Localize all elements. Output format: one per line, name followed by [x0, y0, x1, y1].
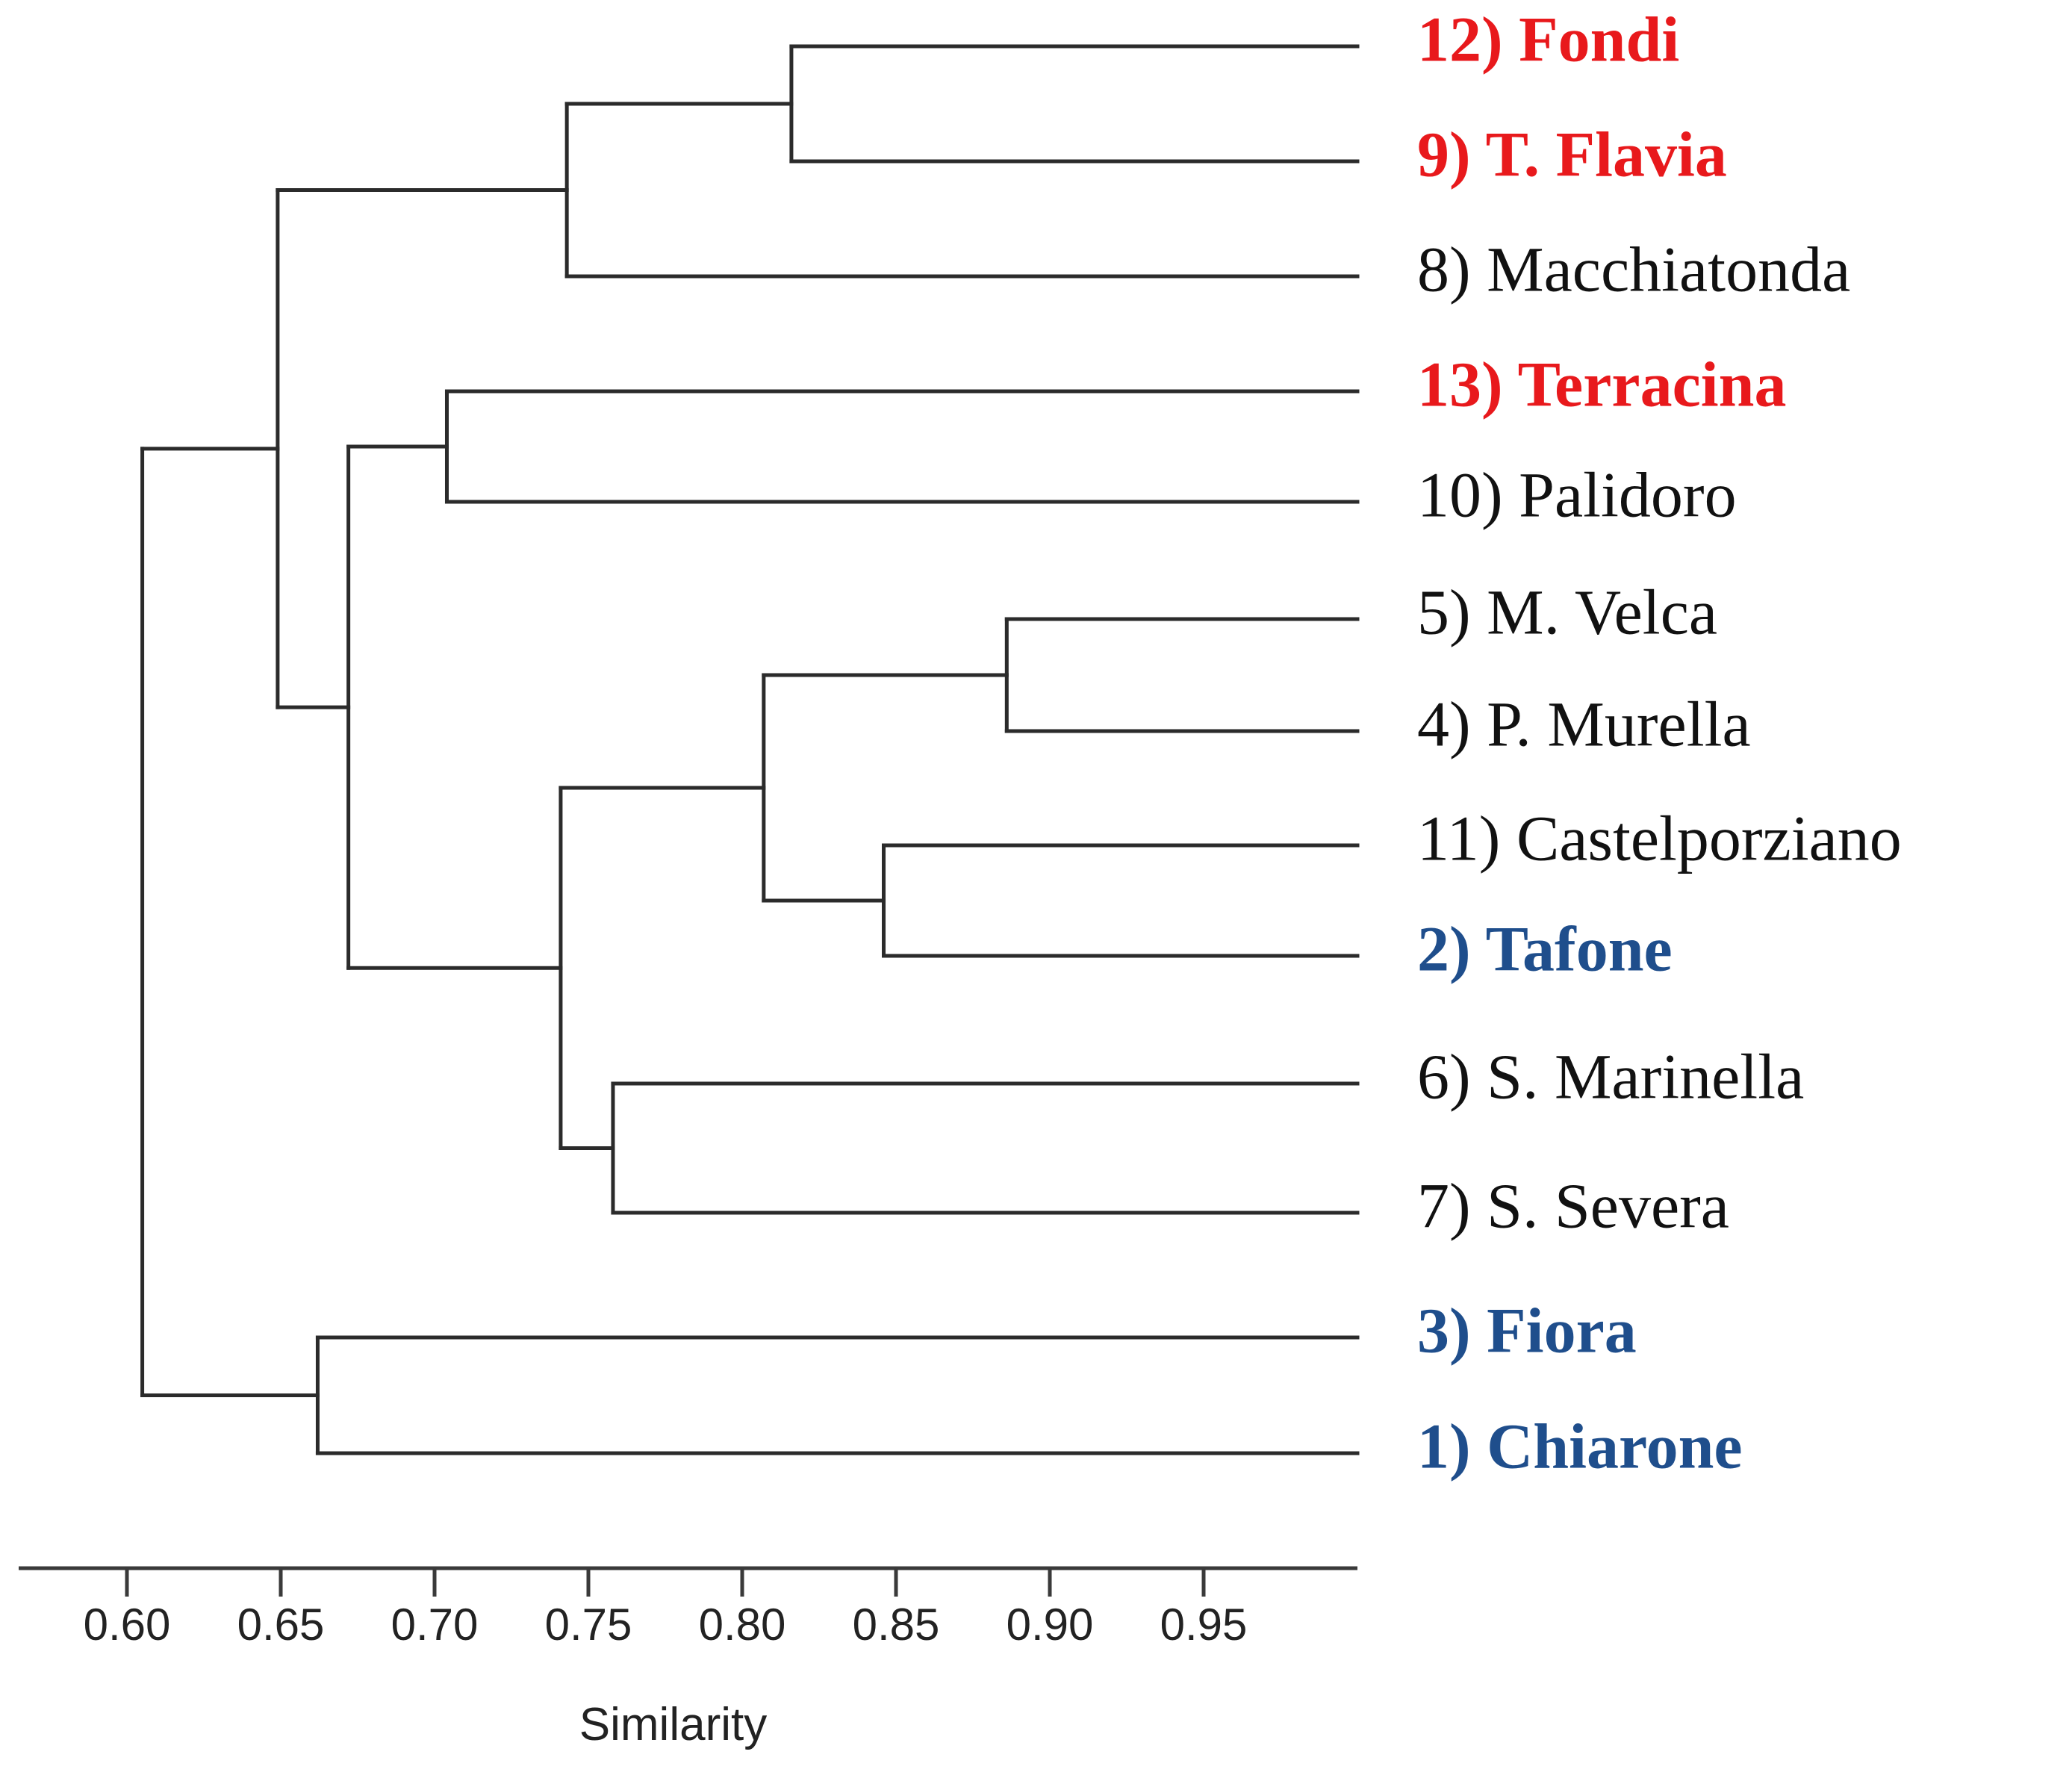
dendrogram-branches	[140, 44, 1360, 1455]
leaf-label-l1: 1) Chiarone	[1417, 1411, 1743, 1482]
leaf-label-l10: 10) Palidoro	[1417, 459, 1737, 531]
x-tick-label: 0.60	[84, 1600, 171, 1650]
leaf-labels: 12) Fondi 9) T. Flavia 8) Macchiatonda 13) …	[1417, 4, 1902, 1482]
leaf-label-l12: 12) Fondi	[1417, 4, 1679, 75]
x-tick-label: 0.75	[545, 1600, 632, 1650]
x-tick-label: 0.70	[391, 1600, 479, 1650]
leaf-label-l5: 5) M. Velca	[1417, 576, 1717, 648]
x-tick-label: 0.95	[1160, 1600, 1248, 1650]
x-tick-label: 0.80	[699, 1600, 786, 1650]
leaf-label-l7: 7) S. Severa	[1417, 1170, 1729, 1242]
x-axis-ticks: 0.60 0.65 0.70 0.75 0.80 0.85 0.90 0.95	[84, 1568, 1248, 1650]
x-axis-title: Similarity	[579, 1699, 767, 1750]
x-axis: 0.60 0.65 0.70 0.75 0.80 0.85 0.90 0.95 Similar…	[19, 1566, 1357, 1750]
leaf-label-l4: 4) P. Murella	[1417, 689, 1751, 760]
leaf-label-l3: 3) Fiora	[1417, 1295, 1637, 1367]
leaf-label-l8: 8) Macchiatonda	[1417, 234, 1850, 305]
leaf-label-l6: 6) S. Marinella	[1417, 1041, 1804, 1113]
x-tick-label: 0.90	[1007, 1600, 1094, 1650]
leaf-label-l2: 2) Tafone	[1417, 913, 1673, 985]
x-tick-label: 0.85	[853, 1600, 940, 1650]
leaf-label-l11: 11) Castelporziano	[1417, 803, 1902, 874]
leaf-label-l9: 9) T. Flavia	[1417, 119, 1727, 190]
x-tick-label: 0.65	[237, 1600, 325, 1650]
leaf-label-l13: 13) Terracina	[1417, 349, 1786, 420]
